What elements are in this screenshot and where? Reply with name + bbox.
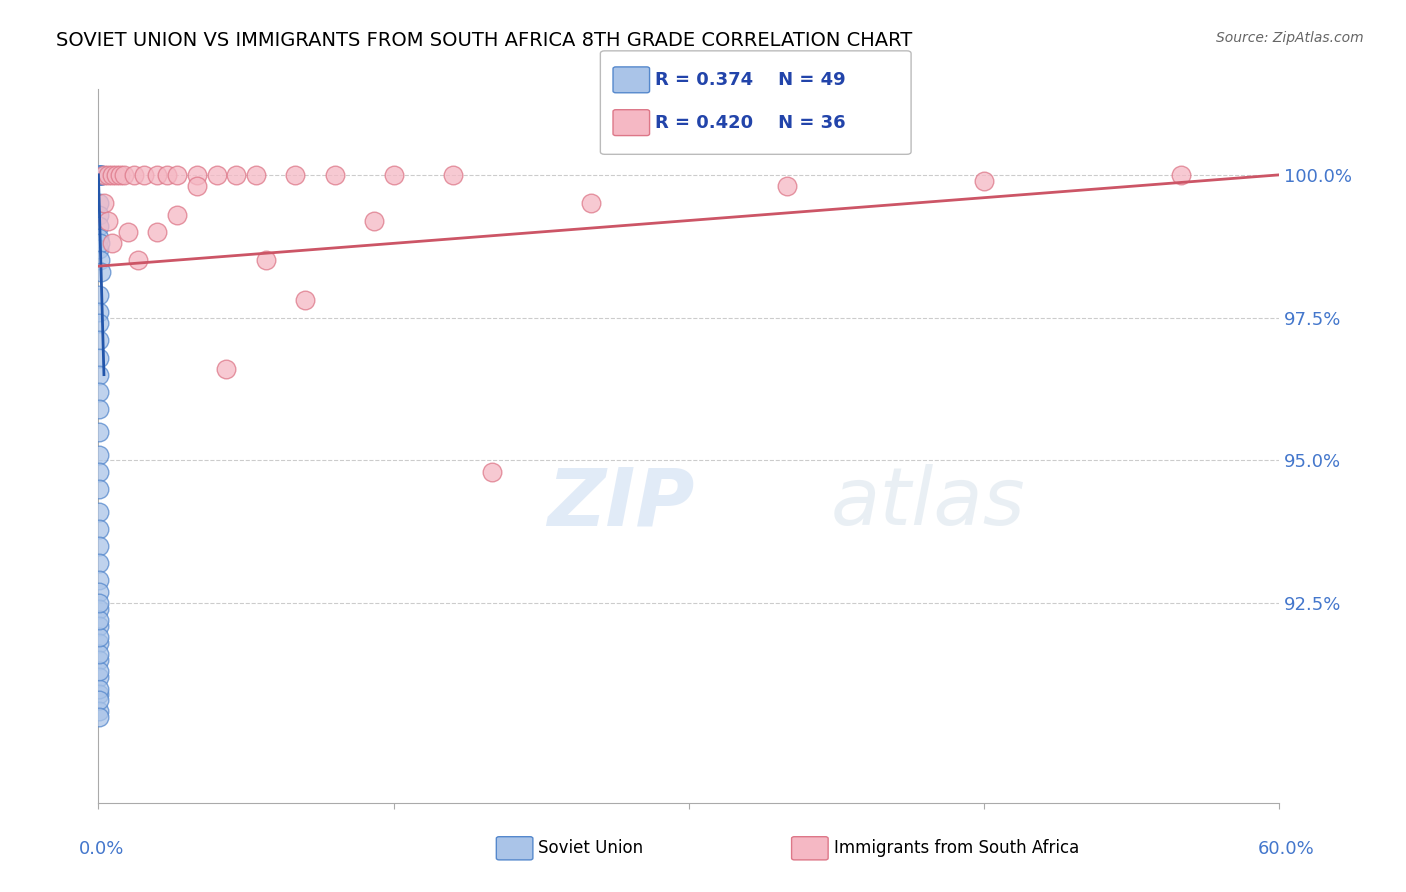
Point (186, 168, 208, 182)
Point (481, 465, 503, 479)
Point (89, 596, 111, 610)
Point (89, 351, 111, 365)
Point (166, 208, 188, 222)
Point (105, 168, 128, 182)
Point (89, 573, 111, 587)
Point (245, 168, 267, 182)
Point (146, 225, 169, 239)
Point (132, 168, 155, 182)
Point (89, 636, 111, 650)
Point (166, 168, 188, 182)
Point (89, 196, 111, 211)
Point (122, 168, 145, 182)
Point (89, 242, 111, 256)
Point (89, 539, 111, 553)
Text: 60.0%: 60.0% (1258, 840, 1315, 858)
Point (89, 665, 111, 679)
Point (112, 168, 135, 182)
Point (254, 253, 277, 268)
Point (89, 305, 111, 319)
Point (89, 681, 111, 696)
Point (89, 401, 111, 416)
Point (215, 362, 238, 376)
Point (89, 465, 111, 479)
Point (776, 179, 799, 194)
Point (93, 168, 115, 182)
Point (89, 482, 111, 496)
Point (127, 253, 149, 268)
Text: R = 0.374    N = 49: R = 0.374 N = 49 (655, 70, 846, 89)
Point (93, 196, 115, 211)
Point (89, 601, 111, 615)
Point (89, 168, 111, 182)
Point (89, 619, 111, 633)
Point (97, 213, 120, 227)
Point (90, 168, 112, 182)
Point (284, 168, 307, 182)
Point (90, 265, 112, 279)
Point (225, 168, 247, 182)
Point (89, 648, 111, 662)
Point (101, 236, 124, 251)
Point (90, 168, 112, 182)
Point (89, 168, 111, 182)
Point (117, 225, 139, 239)
Point (89, 219, 111, 234)
Point (382, 168, 405, 182)
Point (323, 168, 346, 182)
Point (89, 287, 111, 301)
Point (89, 687, 111, 701)
Point (89, 316, 111, 330)
Text: 0.0%: 0.0% (79, 840, 124, 858)
Point (89, 168, 111, 182)
Point (89, 384, 111, 399)
Point (89, 208, 111, 222)
Point (89, 584, 111, 599)
Point (579, 196, 602, 211)
Point (441, 168, 464, 182)
Text: ZIP: ZIP (547, 464, 695, 542)
Point (89, 693, 111, 707)
Point (89, 334, 111, 348)
Point (108, 168, 131, 182)
Point (89, 368, 111, 382)
Point (89, 613, 111, 627)
Point (89, 505, 111, 519)
Point (89, 425, 111, 439)
Point (89, 448, 111, 462)
Point (89, 556, 111, 570)
Point (973, 173, 995, 187)
Text: Source: ZipAtlas.com: Source: ZipAtlas.com (1216, 31, 1364, 45)
Text: R = 0.420    N = 36: R = 0.420 N = 36 (655, 113, 846, 132)
Point (97, 168, 120, 182)
Point (205, 168, 228, 182)
Point (363, 213, 385, 227)
Point (101, 168, 124, 182)
Point (89, 705, 111, 719)
Point (89, 168, 111, 182)
Point (89, 653, 111, 667)
Point (91, 168, 114, 182)
Text: SOVIET UNION VS IMMIGRANTS FROM SOUTH AFRICA 8TH GRADE CORRELATION CHART: SOVIET UNION VS IMMIGRANTS FROM SOUTH AF… (56, 31, 912, 50)
Point (89, 168, 111, 182)
Point (89, 253, 111, 268)
Point (89, 230, 111, 244)
Text: Immigrants from South Africa: Immigrants from South Africa (834, 839, 1078, 857)
Point (146, 168, 169, 182)
Point (89, 630, 111, 644)
Point (156, 168, 179, 182)
Point (89, 236, 111, 251)
Text: atlas: atlas (831, 464, 1025, 542)
Text: Soviet Union: Soviet Union (538, 839, 644, 857)
Point (294, 293, 316, 308)
Point (186, 179, 208, 194)
Point (89, 710, 111, 724)
Point (1170, 168, 1192, 182)
Point (89, 670, 111, 684)
Point (89, 522, 111, 536)
